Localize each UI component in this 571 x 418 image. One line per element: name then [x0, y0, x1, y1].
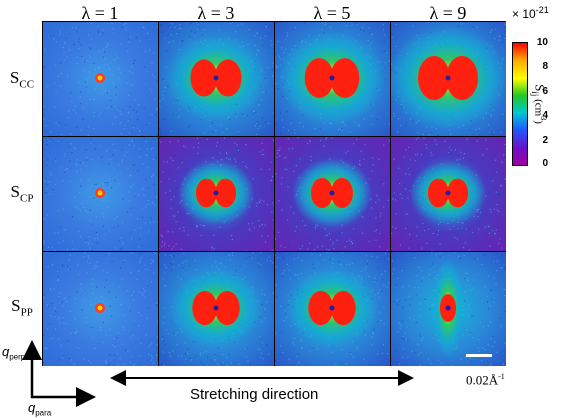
q-perp-label: qperp — [2, 344, 25, 362]
panel-scc-l1 — [43, 22, 158, 136]
colorbar-multiplier: × 10-21 — [512, 5, 549, 21]
row-label-spp: SPP — [2, 296, 42, 318]
scale-bar-label: 0.02Å-1 — [466, 372, 505, 388]
panel-scp-l3 — [159, 137, 274, 251]
panel-scc-l3 — [159, 22, 274, 136]
panel-spp-l3 — [159, 252, 274, 366]
stretching-direction-arrow — [108, 370, 418, 386]
q-para-label: qpara — [28, 400, 51, 418]
panel-scc-l9 — [391, 22, 506, 136]
panel-scp-l5 — [275, 137, 390, 251]
panel-scp-l1 — [43, 137, 158, 251]
panel-spp-l9 — [391, 252, 506, 366]
row-label-scp: SCP — [2, 182, 42, 204]
scattering-pattern-grid — [42, 21, 506, 366]
row-label-scc: SCC — [2, 68, 42, 90]
scale-bar — [466, 354, 492, 357]
panel-scp-l9 — [391, 137, 506, 251]
panel-spp-l5 — [275, 252, 390, 366]
colorbar-label: Sij (cm3) — [532, 44, 548, 164]
panel-scc-l5 — [275, 22, 390, 136]
stretching-direction-label: Stretching direction — [190, 386, 318, 403]
